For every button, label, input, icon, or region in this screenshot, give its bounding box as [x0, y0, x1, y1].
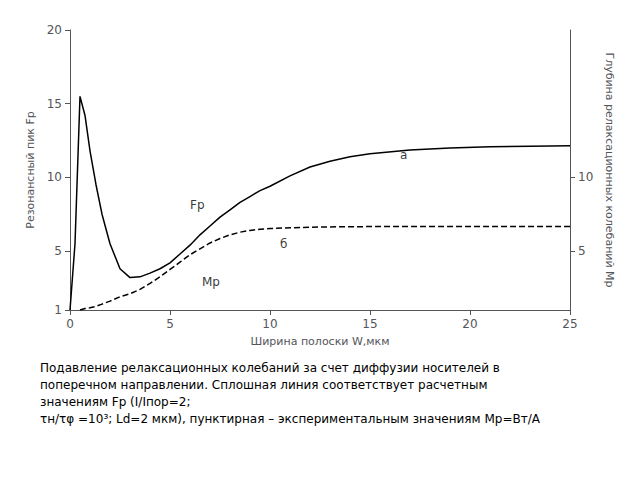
- svg-text:значениям Fр (I/Iпор=2;: значениям Fр (I/Iпор=2;: [40, 395, 190, 409]
- svg-text:0: 0: [66, 317, 74, 331]
- svg-text:5: 5: [54, 244, 62, 258]
- svg-text:5: 5: [166, 317, 174, 331]
- svg-text:25: 25: [562, 317, 577, 331]
- svg-text:15: 15: [47, 97, 62, 111]
- svg-text:10: 10: [47, 170, 62, 184]
- svg-text:Fp: Fp: [190, 198, 205, 212]
- svg-text:1: 1: [54, 303, 62, 317]
- svg-text:15: 15: [362, 317, 377, 331]
- svg-text:б: б: [280, 237, 287, 251]
- svg-text:20: 20: [462, 317, 477, 331]
- svg-text:Ширина полоски W,мкм: Ширина полоски W,мкм: [250, 335, 389, 348]
- svg-text:5: 5: [578, 244, 586, 258]
- svg-text:τн/τφ =10³; Ld=2 мкм), пунктир: τн/τφ =10³; Ld=2 мкм), пунктирная – эксп…: [40, 412, 541, 426]
- svg-text:10: 10: [262, 317, 277, 331]
- svg-text:Глубина релаксационных колебан: Глубина релаксационных колебаний Mp: [603, 52, 616, 287]
- svg-text:10: 10: [578, 170, 593, 184]
- svg-text:20: 20: [47, 23, 62, 37]
- svg-text:Резонансный пик Fp: Резонансный пик Fp: [24, 111, 37, 228]
- svg-text:Mp: Mp: [202, 275, 220, 289]
- svg-text:Подавление релаксационных коле: Подавление релаксационных колебаний за с…: [40, 361, 500, 375]
- svg-text:поперечном направлении. Сплошн: поперечном направлении. Сплошная линия с…: [40, 378, 487, 392]
- svg-text:а: а: [400, 148, 408, 163]
